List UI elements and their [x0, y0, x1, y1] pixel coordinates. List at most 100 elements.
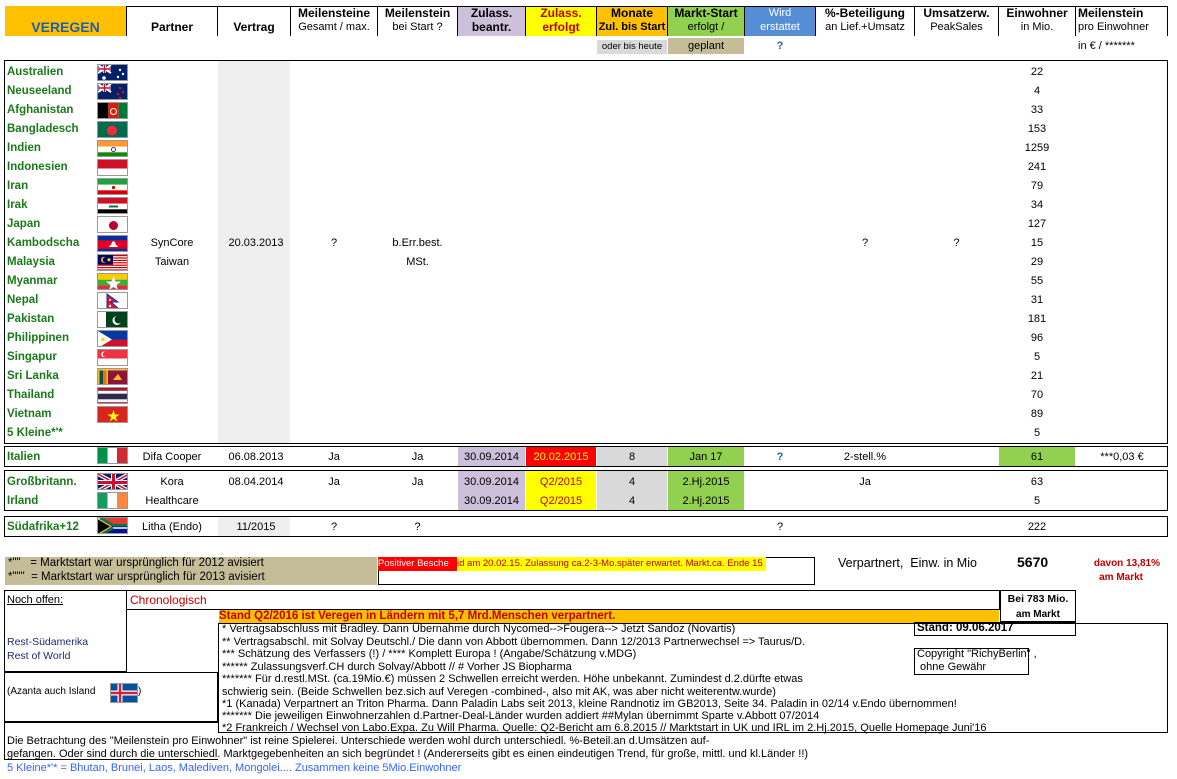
azanta-end: ) — [138, 686, 142, 697]
note-line: ******* Für d.restl.MSt. (ca.19Mio.€) mü… — [222, 673, 803, 685]
country-name: Philippinen — [7, 332, 69, 344]
italien-pop: 61 — [1030, 451, 1044, 463]
verpartnert-total: 5670 — [1017, 554, 1049, 570]
italien-pop-bg — [999, 447, 1075, 466]
flag-ireland-icon — [97, 492, 128, 509]
flag-bangladesch-icon — [97, 121, 128, 138]
positive-label: Positiver Besche — [378, 557, 457, 571]
sa-pop: 222 — [1027, 521, 1047, 533]
bottom-text-2: gefangen. Oder sind durch die unterschie… — [7, 748, 809, 760]
country-name: Afghanistan — [7, 104, 74, 116]
uk-zul-erfolgt-2: Q2/2015 — [539, 495, 583, 507]
col-beteil: %-Beteiligung an Lief.+Umsatz — [825, 6, 905, 33]
flag-sri-lanka-icon — [97, 368, 128, 385]
flag-iran-icon — [97, 178, 128, 195]
uk-monate-2: 4 — [628, 495, 636, 507]
uk-meil-gesamt: Ja — [328, 476, 340, 488]
italien-zul-beantr: 30.09.2014 — [463, 451, 520, 463]
flag-singapur-icon — [97, 349, 128, 366]
copyright-2: ohne Gewähr — [917, 661, 987, 673]
flag-south-africa-icon — [97, 517, 128, 534]
flag-vietnam-icon — [97, 406, 128, 423]
vertrag-column-shade — [218, 61, 290, 443]
sa-name: Südafrika+12 — [7, 521, 79, 533]
col-markt-sub: geplant — [668, 38, 744, 54]
flag-japan-icon — [97, 216, 128, 233]
population-cell: 22 — [1030, 66, 1044, 78]
azanta-box — [4, 672, 218, 722]
sa-meil-start: ? — [414, 521, 421, 533]
sa-partner: Litha (Endo) — [142, 521, 202, 533]
country-name: Bangladesch — [7, 123, 79, 135]
country-name: Iran — [7, 180, 29, 192]
flag-uk-icon — [97, 473, 128, 490]
uk-pop-2: 5 — [1033, 495, 1041, 507]
flag-malaysia-icon — [97, 254, 128, 271]
flag-neuseeland-icon — [97, 83, 128, 100]
population-cell: 55 — [1030, 275, 1044, 287]
col-partner: Partner — [150, 20, 194, 34]
flag-myanmar-icon — [97, 273, 128, 290]
note-line: *** Schätzung des Verfassers (!) / **** … — [222, 648, 637, 660]
country-name: Sri Lanka — [7, 370, 59, 382]
country-name: Thailand — [7, 389, 55, 401]
chrono-box — [127, 590, 1000, 610]
verpartnert-label: Verpartnert, Einw. in Mio — [838, 556, 977, 570]
country-name: Pakistan — [7, 313, 55, 325]
copyright-box — [914, 648, 1029, 675]
italien-markt-bg — [668, 447, 744, 466]
col-wird: Wird erstattet — [745, 6, 815, 36]
header-grid — [126, 6, 1168, 36]
country-name: Indonesien — [7, 161, 68, 173]
uk-zul-beantr-2: 30.09.2014 — [463, 495, 520, 507]
population-cell: 4 — [1033, 85, 1041, 97]
uk-partner-1: Kora — [160, 476, 184, 488]
population-cell: 15 — [1030, 237, 1044, 249]
bei-783-1: Bei 783 Mio. — [1007, 593, 1069, 605]
uk-pop-1: 63 — [1030, 476, 1044, 488]
italien-meil-gesamt: Ja — [328, 451, 340, 463]
flag-kambodscha-icon — [97, 235, 128, 252]
col-monate: Monate Zul. bis Start — [597, 6, 667, 36]
italien-zul-erfolgt-bg — [526, 447, 596, 466]
uk-name: Großbritann. — [7, 476, 77, 488]
population-cell: 153 — [1027, 123, 1047, 135]
uk-markt-2: 2.Hj.2015 — [682, 495, 730, 507]
uk-beteil: Ja — [859, 476, 871, 488]
note-line: ** Vertragsabschl. mit Solvay Deutschl./… — [222, 636, 806, 648]
irland-name: Irland — [7, 495, 39, 507]
asia-beteil: ? — [861, 237, 869, 249]
note-line: *1 (Kanada) Verpartnert an Triton Pharma… — [222, 698, 957, 710]
uk-markt-bg — [668, 471, 744, 510]
stand-date: Stand: 09.06.2017 — [917, 622, 1014, 634]
col-meil-start: Meilenstein bei Start ? — [384, 6, 451, 33]
flag-afghanistan-icon — [97, 102, 128, 119]
country-name: Vietnam — [7, 408, 52, 420]
col-einw: Einwohner in Mio. — [1006, 6, 1068, 33]
population-cell: 31 — [1030, 294, 1044, 306]
uk-monate-bg — [597, 471, 667, 510]
asia-partner-2: Taiwan — [154, 256, 190, 268]
footnote-tan-box — [5, 557, 377, 585]
population-cell: 96 — [1030, 332, 1044, 344]
country-name: Neuseeland — [7, 85, 72, 97]
note-line: * Vertragsabschluss mit Bradley. Dann Üb… — [222, 623, 736, 635]
italien-markt: Jan 17 — [689, 451, 723, 463]
population-cell: 70 — [1030, 389, 1044, 401]
population-cell: 127 — [1027, 218, 1047, 230]
italien-meil-start: Ja — [411, 451, 424, 463]
positive-note: id am 20.02.15. Zulassung ca.2-3-Mo.spät… — [457, 557, 766, 571]
asia-meil-gesamt: ? — [330, 237, 338, 249]
uk-meil-start: Ja — [411, 476, 424, 488]
flag-indonesien-icon — [97, 159, 128, 176]
bottom-text-3: 5 Kleine*'* = Bhutan, Brunei, Laos, Male… — [7, 762, 462, 774]
italien-beteil: 2-stell.% — [843, 451, 887, 463]
country-name: Malaysia — [7, 256, 55, 268]
sa-vertrag: 11/2015 — [236, 521, 276, 533]
sa-row — [4, 516, 1168, 537]
brand-title: VEREGEN — [31, 19, 100, 35]
noch-offen-box — [4, 590, 127, 672]
population-cell: 5 — [1033, 351, 1041, 363]
davon-1: davon 13,81% — [1093, 558, 1160, 569]
uk-partner-2: Healthcare — [145, 495, 199, 507]
